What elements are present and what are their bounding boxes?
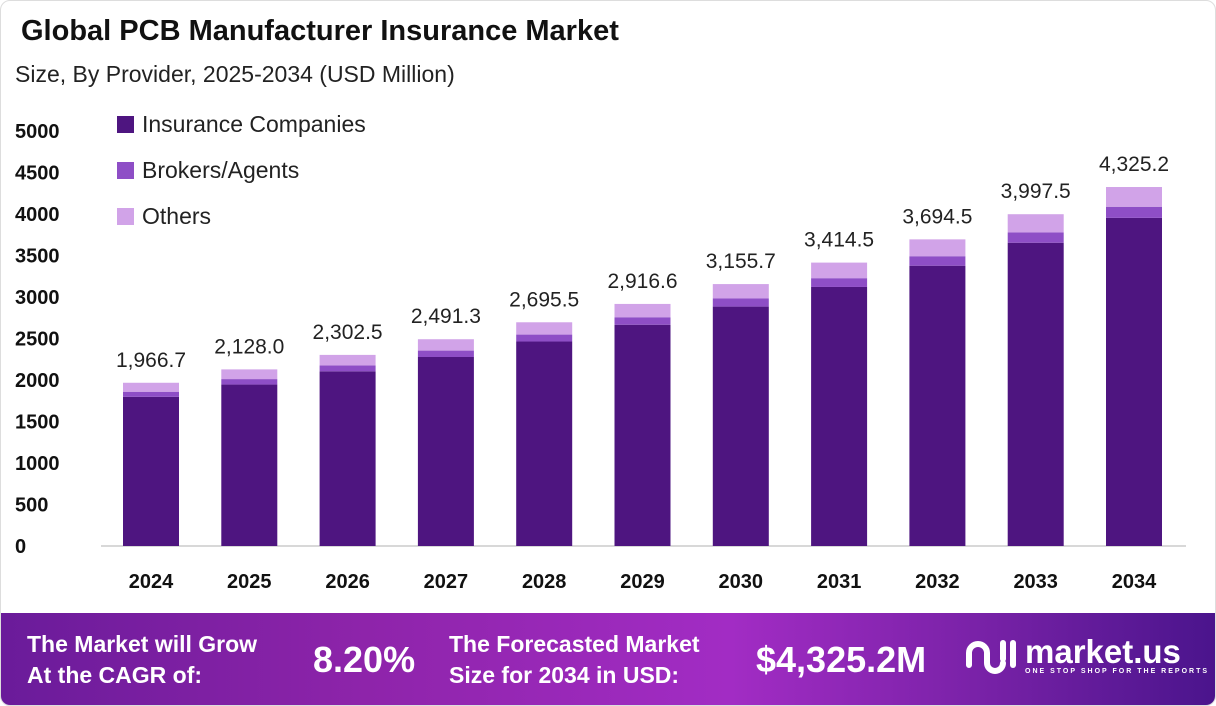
bar-segment-brokers-agents	[123, 391, 179, 397]
bar-segment-insurance-companies	[319, 371, 376, 546]
y-tick-label: 1000	[15, 453, 60, 475]
stacked-bar-chart: 0 500 1000 1500 2000 2500 3000 3500 4000 4500 5000…	[15, 111, 1186, 593]
x-tick-label: 2026	[325, 571, 370, 593]
bar-segment-brokers-agents	[1106, 206, 1162, 218]
bar-segment-others	[516, 322, 573, 335]
x-tick-label: 2025	[227, 571, 272, 593]
x-tick-label: 2034	[1112, 571, 1157, 593]
bar-segment-insurance-companies	[221, 384, 278, 546]
summary-banner: The Market will Grow At the CAGR of: 8.20…	[1, 613, 1215, 705]
logo-icon	[966, 640, 1016, 674]
x-tick-label: 2033	[1013, 571, 1058, 593]
y-tick-label: 1500	[15, 412, 60, 434]
forecast-label: The Forecasted Market Size for 2034 in US…	[449, 631, 700, 688]
x-tick-label: 2032	[915, 571, 960, 593]
total-label: 3,155.7	[706, 250, 776, 273]
bar-segment-insurance-companies	[1007, 242, 1064, 546]
forecast-value: $4,325.2M	[756, 639, 927, 680]
total-label: 3,694.5	[902, 205, 972, 228]
legend-label: Insurance Companies	[142, 111, 366, 137]
legend-label: Brokers/Agents	[142, 157, 299, 183]
bar-segment-others	[614, 303, 671, 318]
bar-segment-insurance-companies	[516, 341, 573, 546]
x-tick-label: 2024	[129, 571, 174, 593]
market-us-logo: market.us ONE STOP SHOP FOR THE REPORTS	[963, 635, 1209, 675]
bar-segment-insurance-companies	[811, 286, 868, 546]
x-tick-label: 2027	[424, 571, 469, 593]
total-label: 2,916.6	[607, 270, 677, 293]
bar-segment-others	[221, 369, 278, 380]
cagr-value: 8.20%	[313, 639, 416, 680]
bar-segment-others	[1106, 187, 1162, 207]
y-tick-label: 4500	[15, 163, 60, 185]
bar-segment-brokers-agents	[417, 350, 474, 358]
x-tick-label: 2030	[719, 571, 764, 593]
y-tick-label: 0	[15, 536, 26, 558]
y-tick-label: 4000	[15, 204, 60, 226]
legend-swatch	[117, 162, 134, 179]
bar-segment-brokers-agents	[319, 365, 376, 372]
chart-subtitle: Size, By Provider, 2025-2034 (USD Millio…	[15, 61, 455, 87]
total-label: 3,997.5	[1001, 180, 1071, 203]
bar-segment-insurance-companies	[712, 306, 769, 546]
bar-segment-brokers-agents	[614, 317, 671, 325]
bar-segment-brokers-agents	[909, 256, 966, 266]
total-label: 2,128.0	[214, 335, 284, 358]
bar-segment-brokers-agents	[1007, 232, 1064, 243]
bar-segment-others	[417, 339, 474, 351]
bar-segment-insurance-companies	[909, 265, 966, 546]
total-label: 2,302.5	[313, 321, 383, 344]
bar-segment-others	[123, 382, 179, 392]
total-label: 3,414.5	[804, 229, 874, 252]
legend-swatch	[117, 116, 134, 133]
x-tick-label: 2031	[817, 571, 862, 593]
legend-swatch	[117, 208, 134, 225]
bar-segment-others	[811, 262, 868, 279]
bar-segment-others	[319, 354, 376, 366]
y-tick-label: 3500	[15, 246, 60, 268]
x-tick-label: 2028	[522, 571, 567, 593]
y-tick-label: 3000	[15, 287, 60, 309]
total-label: 2,491.3	[411, 305, 481, 328]
bar-segment-others	[1007, 214, 1064, 233]
bar-segment-brokers-agents	[516, 334, 573, 342]
y-tick-label: 5000	[15, 121, 60, 143]
bar-segment-insurance-companies	[614, 324, 671, 546]
cagr-label: The Market will Grow At the CAGR of:	[27, 631, 258, 688]
y-tick-label: 500	[15, 495, 48, 517]
bar-segment-insurance-companies	[417, 357, 474, 546]
y-tick-label: 2000	[15, 370, 60, 392]
bar-segment-others	[909, 239, 966, 257]
bar-segment-brokers-agents	[811, 278, 868, 287]
legend-label: Others	[142, 203, 211, 229]
bar-segment-brokers-agents	[221, 379, 278, 385]
bar-segment-others	[712, 284, 769, 299]
total-label: 2,695.5	[509, 288, 579, 311]
total-label: 4,325.2	[1099, 153, 1169, 176]
total-label: 1,966.7	[116, 349, 186, 372]
bar-segment-brokers-agents	[712, 298, 769, 307]
bar-segment-insurance-companies	[1106, 217, 1162, 546]
chart-title: Global PCB Manufacturer Insurance Market	[21, 15, 619, 47]
x-tick-label: 2029	[620, 571, 665, 593]
bar-segment-insurance-companies	[123, 396, 179, 546]
y-tick-label: 2500	[15, 329, 60, 351]
